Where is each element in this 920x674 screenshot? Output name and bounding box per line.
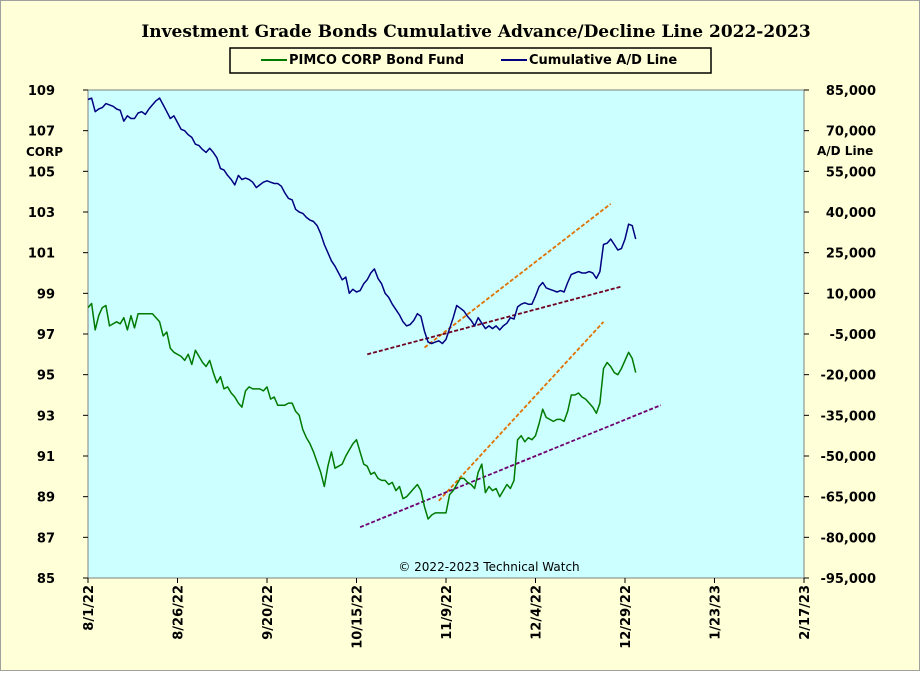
right-tick-label-10-000: 10,000 [826, 287, 876, 302]
chart-title: Investment Grade Bonds Cumulative Advanc… [141, 22, 810, 42]
right-tick-label-80-000: -80,000 [820, 531, 876, 546]
left-tick-label-93: 93 [37, 409, 55, 424]
legend-box [229, 47, 712, 74]
right-axis-label: A/D Line [817, 144, 873, 158]
left-tick-label-91: 91 [37, 450, 55, 465]
right-tick-label-35-000: -35,000 [820, 409, 876, 424]
x-tick-label-12-29-22: 12/29/22 [619, 585, 634, 649]
trendline-4 [359, 404, 662, 529]
left-tick-label-95: 95 [37, 369, 55, 384]
legend: PIMCO CORP Bond Fund Cumulative A/D Line [229, 47, 712, 74]
right-tick-label-20-000: -20,000 [820, 369, 876, 384]
right-tick-label-55-000: 55,000 [826, 165, 876, 180]
legend-label-ad-line: Cumulative A/D Line [529, 53, 677, 68]
left-tick-label-109: 109 [28, 84, 55, 99]
trendline-2 [367, 285, 622, 356]
right-tick-label-85-000: 85,000 [826, 84, 876, 99]
left-tick-label-97: 97 [37, 328, 55, 343]
left-tick-label-85: 85 [37, 572, 55, 587]
legend-label-pimco: PIMCO CORP Bond Fund [289, 53, 464, 68]
right-tick-label-65-000: -65,000 [820, 491, 876, 506]
left-tick-label-89: 89 [37, 491, 55, 506]
right-tick-label-25-000: 25,000 [826, 247, 876, 262]
trendline-3 [438, 321, 605, 502]
right-tick-label-40-000: 40,000 [826, 206, 876, 221]
x-tick-label-2-17-23: 2/17/23 [798, 585, 813, 640]
x-tick-label-9-20-22: 9/20/22 [261, 585, 276, 640]
x-tick-label-1-23-23: 1/23/23 [709, 585, 724, 640]
x-tick-label-8-1-22: 8/1/22 [82, 585, 97, 631]
right-tick-label-70-000: 70,000 [826, 125, 876, 140]
series-line-cumulative-a-d-line [87, 97, 637, 345]
right-tick-label-50-000: -50,000 [820, 450, 876, 465]
right-tick-label-95-000: -95,000 [820, 572, 876, 587]
trendline-1 [423, 203, 612, 349]
x-tick-label-12-4-22: 12/4/22 [530, 585, 545, 640]
right-tick-label-5-000: -5,000 [829, 328, 876, 343]
x-tick-label-8-26-22: 8/26/22 [172, 585, 187, 640]
x-tick-label-11-9-22: 11/9/22 [440, 585, 455, 640]
left-tick-label-99: 99 [37, 287, 55, 302]
x-tick-label-10-15-22: 10/15/22 [351, 585, 366, 649]
left-tick-label-101: 101 [28, 247, 55, 262]
left-tick-label-105: 105 [28, 165, 55, 180]
left-tick-label-87: 87 [37, 531, 55, 546]
left-tick-label-103: 103 [28, 206, 55, 221]
series-line-pimco-corp-bond-fund [87, 302, 637, 520]
copyright-credit: © 2022-2023 Technical Watch [398, 560, 579, 574]
left-tick-label-107: 107 [28, 125, 55, 140]
left-axis-label: CORP [26, 145, 63, 159]
